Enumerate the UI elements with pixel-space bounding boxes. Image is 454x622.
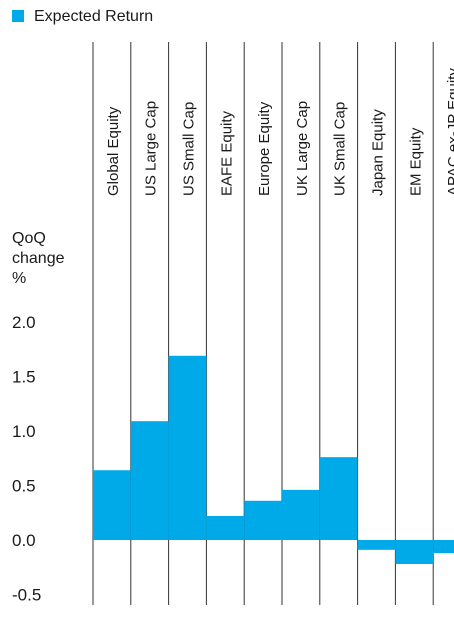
bar — [130, 421, 169, 540]
x-tick-label: Global Equity — [105, 106, 122, 196]
x-tick-label: US Large Cap — [143, 101, 160, 196]
bar — [206, 516, 245, 540]
legend: Expected Return — [12, 8, 153, 25]
bar — [168, 355, 207, 540]
x-axis-labels: Global Equity US Large Cap US Small Cap EAF… — [105, 68, 454, 196]
bar — [244, 500, 282, 540]
x-tick-label: APAC ex-JP Equity — [445, 68, 454, 196]
y-axis-label-line: % — [12, 270, 26, 287]
x-tick-label: EAFE Equity — [218, 110, 235, 196]
y-tick-label: 1.5 — [12, 368, 36, 387]
category-separators — [92, 42, 434, 605]
x-tick-label: EM Equity — [407, 127, 424, 196]
x-tick-label: UK Small Cap — [332, 102, 349, 196]
bars — [93, 355, 454, 564]
x-tick-label: UK Large Cap — [294, 101, 311, 196]
bar — [319, 457, 358, 540]
y-axis-label-line: QoQ — [12, 230, 46, 247]
bar — [93, 470, 131, 540]
bar — [395, 540, 434, 564]
bar — [282, 489, 320, 540]
legend-label: Expected Return — [34, 8, 153, 25]
y-tick-label: 2.0 — [12, 313, 36, 332]
bar — [433, 540, 454, 554]
y-tick-label: -0.5 — [12, 586, 41, 605]
x-tick-label: Japan Equity — [370, 109, 387, 196]
y-axis-label-line: change — [12, 250, 65, 267]
x-tick-label: Europe Equity — [256, 101, 273, 196]
legend-swatch — [12, 10, 24, 22]
y-axis-ticks: 2.0 1.5 1.0 0.5 0.0 -0.5 — [12, 313, 41, 605]
x-tick-label: US Small Cap — [181, 102, 198, 196]
y-tick-label: 0.5 — [12, 477, 36, 496]
bar — [357, 540, 396, 550]
y-tick-label: 1.0 — [12, 422, 36, 441]
y-tick-label: 0.0 — [12, 531, 36, 550]
y-axis-label: QoQ change% — [12, 230, 65, 287]
